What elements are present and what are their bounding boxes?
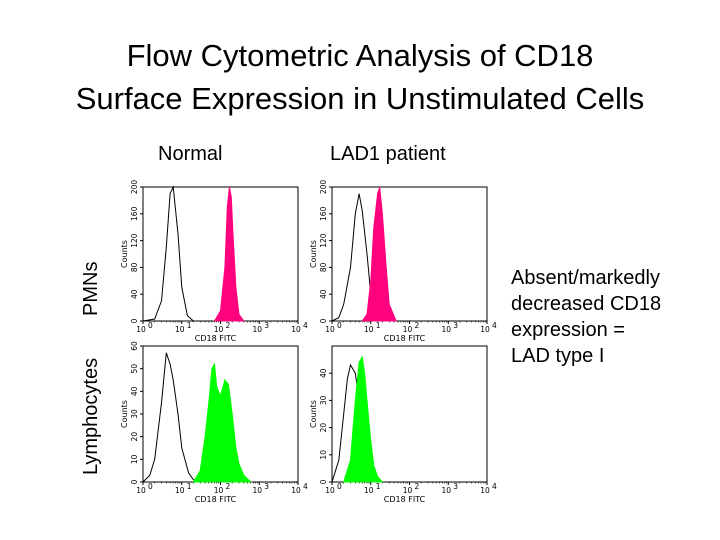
x-tick-label: 10 bbox=[325, 486, 335, 495]
note-line: expression = bbox=[511, 319, 625, 341]
x-tick-label: 10 bbox=[480, 325, 490, 334]
x-tick-exponent: 1 bbox=[376, 321, 381, 330]
x-axis-label: CD18 FITC bbox=[195, 495, 237, 504]
y-tick-label: 160 bbox=[130, 206, 139, 221]
x-tick-exponent: 3 bbox=[453, 321, 458, 330]
x-tick-label: 10 bbox=[325, 325, 335, 334]
y-tick-label: 30 bbox=[319, 395, 328, 405]
x-tick-label: 10 bbox=[175, 486, 185, 495]
control-histogram bbox=[142, 352, 201, 483]
x-tick-exponent: 0 bbox=[148, 482, 153, 491]
x-tick-label: 10 bbox=[291, 486, 301, 495]
y-tick-label: 10 bbox=[130, 454, 139, 464]
y-axis-label: Counts bbox=[309, 240, 318, 268]
x-tick-exponent: 2 bbox=[226, 321, 231, 330]
y-tick-label: 80 bbox=[130, 262, 139, 272]
x-tick-exponent: 4 bbox=[303, 321, 308, 330]
x-tick-label: 10 bbox=[291, 325, 301, 334]
y-tick-label: 120 bbox=[319, 233, 328, 248]
x-tick-label: 10 bbox=[175, 325, 185, 334]
y-tick-label: 20 bbox=[319, 423, 328, 433]
y-axis-label: Counts bbox=[309, 400, 318, 428]
x-axis-label: CD18 FITC bbox=[384, 334, 426, 343]
x-tick-label: 10 bbox=[214, 325, 224, 334]
x-tick-exponent: 4 bbox=[492, 482, 497, 491]
control-histogram bbox=[331, 193, 379, 322]
x-axis-label: CD18 FITC bbox=[195, 334, 237, 343]
y-tick-label: 120 bbox=[130, 233, 139, 248]
conclusion-note: Absent/markedly decreased CD18 expressio… bbox=[511, 265, 711, 369]
note-line: LAD type I bbox=[511, 345, 605, 367]
stained-histogram bbox=[192, 362, 252, 483]
plot-frame bbox=[142, 186, 299, 322]
x-tick-exponent: 1 bbox=[187, 321, 192, 330]
y-tick-label: 0 bbox=[319, 479, 328, 484]
x-tick-label: 10 bbox=[403, 325, 413, 334]
x-tick-label: 10 bbox=[364, 325, 374, 334]
x-tick-exponent: 2 bbox=[415, 482, 420, 491]
stained-histogram bbox=[343, 355, 384, 483]
y-tick-label: 50 bbox=[130, 364, 139, 374]
x-tick-label: 10 bbox=[214, 486, 224, 495]
y-tick-label: 160 bbox=[319, 206, 328, 221]
y-axis-label: Counts bbox=[120, 400, 129, 428]
x-tick-label: 10 bbox=[252, 486, 262, 495]
x-tick-label: 10 bbox=[480, 486, 490, 495]
y-axis-label: Counts bbox=[120, 240, 129, 268]
column-header-lad1-patient: LAD1 patient bbox=[330, 143, 446, 165]
y-tick-label: 200 bbox=[319, 180, 328, 195]
y-tick-label: 40 bbox=[130, 289, 139, 299]
x-tick-exponent: 2 bbox=[415, 321, 420, 330]
y-tick-label: 60 bbox=[130, 341, 139, 351]
x-tick-label: 10 bbox=[441, 325, 451, 334]
note-line: Absent/markedly bbox=[511, 267, 660, 289]
column-header-normal: Normal bbox=[158, 143, 223, 165]
x-tick-exponent: 3 bbox=[264, 482, 269, 491]
slide-title: Flow Cytometric Analysis of CD18 Surface… bbox=[0, 34, 720, 120]
note-line: decreased CD18 bbox=[511, 293, 662, 315]
y-tick-label: 0 bbox=[319, 318, 328, 323]
x-tick-exponent: 3 bbox=[453, 482, 458, 491]
x-tick-exponent: 3 bbox=[264, 321, 269, 330]
stained-histogram bbox=[213, 186, 245, 322]
x-axis-label: CD18 FITC bbox=[384, 495, 426, 504]
x-tick-exponent: 0 bbox=[337, 321, 342, 330]
x-tick-label: 10 bbox=[136, 486, 146, 495]
y-tick-label: 40 bbox=[319, 289, 328, 299]
title-line-1: Flow Cytometric Analysis of CD18 bbox=[126, 38, 594, 73]
y-tick-label: 200 bbox=[130, 180, 139, 195]
x-tick-label: 10 bbox=[252, 325, 262, 334]
y-tick-label: 80 bbox=[319, 262, 328, 272]
control-histogram bbox=[142, 185, 194, 322]
y-tick-label: 30 bbox=[130, 409, 139, 419]
plot-frame bbox=[331, 186, 488, 322]
y-tick-label: 40 bbox=[130, 386, 139, 396]
x-tick-label: 10 bbox=[441, 486, 451, 495]
x-tick-exponent: 4 bbox=[492, 321, 497, 330]
y-tick-label: 20 bbox=[130, 432, 139, 442]
y-tick-label: 0 bbox=[130, 479, 139, 484]
x-tick-exponent: 0 bbox=[148, 321, 153, 330]
stained-histogram bbox=[361, 186, 397, 322]
x-tick-label: 10 bbox=[364, 486, 374, 495]
title-line-2: Surface Expression in Unstimulated Cells bbox=[75, 81, 645, 116]
x-tick-exponent: 2 bbox=[226, 482, 231, 491]
y-tick-label: 40 bbox=[319, 368, 328, 378]
x-tick-exponent: 0 bbox=[337, 482, 342, 491]
x-tick-exponent: 1 bbox=[187, 482, 192, 491]
x-tick-exponent: 4 bbox=[303, 482, 308, 491]
x-tick-exponent: 1 bbox=[376, 482, 381, 491]
y-tick-label: 0 bbox=[130, 318, 139, 323]
x-tick-label: 10 bbox=[136, 325, 146, 334]
x-tick-label: 10 bbox=[403, 486, 413, 495]
y-tick-label: 10 bbox=[319, 450, 328, 460]
